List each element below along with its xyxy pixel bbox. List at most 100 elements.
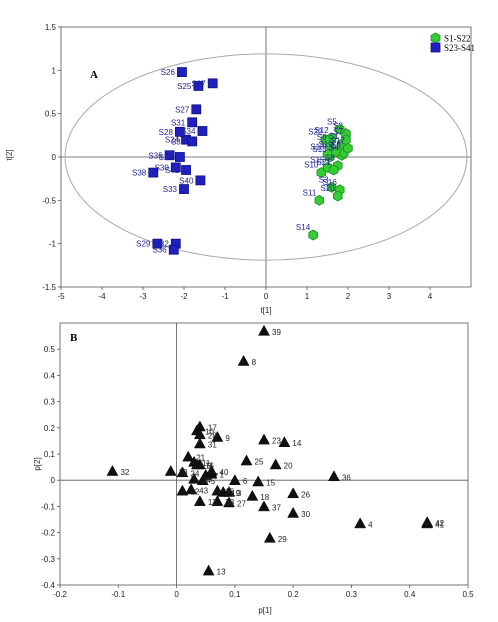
- point-s20: [332, 190, 343, 202]
- loading-13: [202, 564, 215, 576]
- loading-label-22: 22: [190, 488, 199, 497]
- loading-27: [223, 496, 235, 508]
- loading-label-15: 15: [266, 479, 275, 488]
- point-label-s2: S2: [333, 122, 343, 131]
- panel-b-y-tick-label: 0.5: [44, 345, 56, 354]
- point-label-s41: S41: [165, 166, 180, 175]
- point-s34: [197, 126, 208, 136]
- point-label-s26: S26: [161, 68, 176, 77]
- loading-26: [287, 487, 300, 499]
- point-s30: [170, 162, 181, 173]
- loading-label-32: 32: [120, 468, 129, 477]
- loading-label-30: 30: [301, 510, 310, 519]
- loading-37: [258, 500, 270, 512]
- point-label-s14: S14: [296, 223, 311, 232]
- loading-label-43: 43: [199, 486, 208, 495]
- point-s29: [152, 238, 163, 249]
- loading-label-25: 25: [255, 458, 264, 467]
- point-s22: [320, 134, 331, 146]
- panel-a-y-tick-label: -0.5: [42, 196, 56, 205]
- point-label-s37: S37: [191, 79, 206, 88]
- point-label-s23: S23: [159, 153, 174, 162]
- loading-42: [421, 516, 434, 527]
- loading-34: [188, 472, 200, 484]
- loading-label-21: 21: [196, 454, 205, 463]
- loading-15: [252, 475, 265, 487]
- point-label-s34: S34: [181, 127, 196, 136]
- loading-label-19: 19: [231, 489, 240, 498]
- point-label-s33: S33: [163, 185, 178, 194]
- panel-b-y-tick-label: 0.3: [44, 398, 56, 407]
- panel-a-x-tick-label: 0: [264, 292, 269, 301]
- panel-a-label: A: [90, 69, 98, 81]
- point-label-s18: S18: [310, 142, 325, 151]
- loading-label-7: 7: [214, 472, 219, 481]
- panel-b-y-tick-label: -0.3: [41, 555, 55, 564]
- point-label-s5: S5: [327, 117, 337, 126]
- point-label-s38: S38: [132, 169, 147, 178]
- panel-a-y-tick-label: 0.5: [45, 110, 57, 119]
- panel-a-hotelling-ellipse: [64, 53, 468, 261]
- point-s28: [174, 126, 185, 137]
- loading-31: [193, 437, 206, 449]
- panel-a-x-tick-label: -5: [57, 292, 65, 301]
- panel-b-y-tick-label: 0.4: [44, 371, 56, 380]
- point-label-s35: S35: [148, 151, 163, 160]
- loading-label-42: 42: [435, 519, 444, 528]
- loading-21: [182, 450, 195, 462]
- loading-label-35: 35: [225, 488, 234, 497]
- point-label-s9: S9: [317, 133, 327, 142]
- point-label-s3: S3: [319, 175, 329, 184]
- point-s35: [164, 150, 175, 161]
- point-label-s20: S20: [321, 184, 336, 193]
- point-s14: [308, 229, 318, 241]
- loading-label-31: 31: [208, 441, 217, 450]
- point-label-s12: S12: [314, 126, 329, 135]
- loading-14: [278, 436, 291, 447]
- panel-a-x-tick-label: -2: [180, 292, 188, 301]
- point-s39: [187, 136, 198, 147]
- point-label-s28: S28: [159, 128, 174, 137]
- loading-9: [211, 430, 224, 442]
- loading-23: [258, 433, 270, 445]
- loading-24: [176, 466, 189, 478]
- panel-b-y-tick-label: 0.1: [44, 450, 56, 459]
- loading-40: [205, 465, 218, 476]
- loading-label-4: 4: [368, 520, 373, 529]
- loading-label-39: 39: [272, 328, 281, 337]
- loading-label-18: 18: [260, 493, 269, 502]
- panel-b-label: B: [70, 332, 78, 344]
- point-s37: [207, 78, 218, 89]
- point-s31: [187, 117, 198, 128]
- loading-label-33: 33: [179, 468, 188, 477]
- panel-b-x-tick-label: -0.2: [53, 590, 67, 599]
- point-label-s8: S8: [325, 154, 335, 163]
- point-s33: [179, 184, 189, 194]
- panel-a-x-tick-label: -4: [98, 292, 106, 301]
- panel-a-y-tick-label: -1.5: [42, 283, 56, 292]
- panel-a-y-tick-label: -1: [49, 240, 57, 249]
- loading-label-12: 12: [208, 498, 217, 507]
- point-label-s32: S32: [155, 240, 170, 249]
- loading-label-40: 40: [220, 468, 229, 477]
- panel-b-x-tick-label: 0.2: [288, 590, 300, 599]
- loading-label-37: 37: [272, 503, 281, 512]
- panel-b-y-tick-label: -0.2: [41, 529, 55, 538]
- loading-label-17: 17: [208, 423, 217, 432]
- point-label-s21: S21: [316, 158, 331, 167]
- loading-label-24: 24: [190, 469, 199, 478]
- loading-18: [246, 489, 259, 501]
- loading-4: [354, 517, 367, 529]
- point-label-s36: S36: [153, 246, 168, 255]
- loading-label-29: 29: [278, 535, 287, 544]
- point-s3: [326, 181, 337, 193]
- legend-green-marker: [430, 32, 441, 44]
- point-label-s16: S16: [323, 178, 338, 187]
- point-label-s29: S29: [136, 240, 151, 249]
- point-label-s19: S19: [318, 140, 333, 149]
- legend-blue-marker: [430, 42, 441, 53]
- loading-25: [240, 454, 253, 466]
- loading-43: [185, 483, 198, 495]
- loading-label-23: 23: [272, 437, 281, 446]
- point-label-s1: S1: [329, 132, 339, 141]
